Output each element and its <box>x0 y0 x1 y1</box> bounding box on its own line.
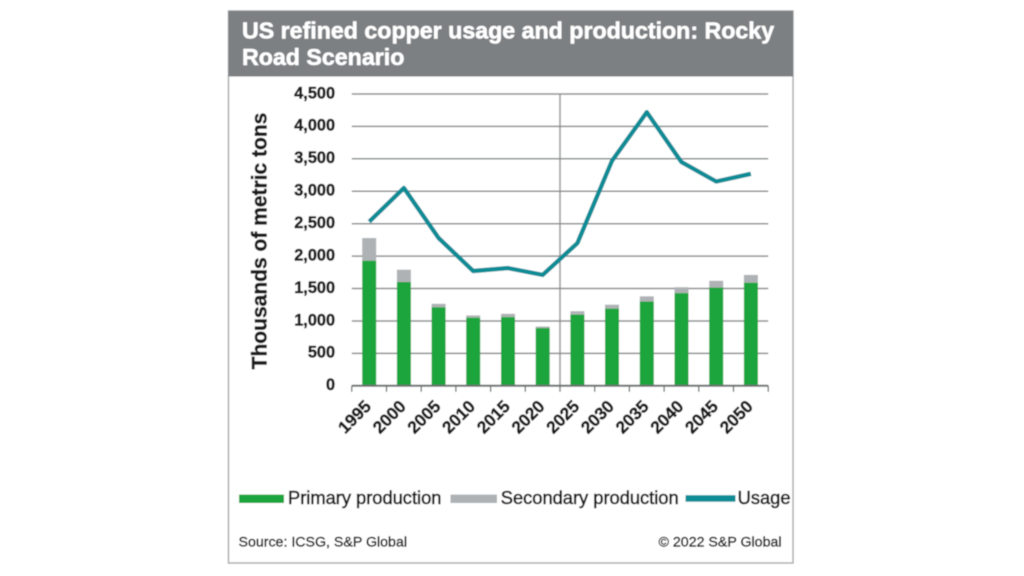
svg-text:2,000: 2,000 <box>294 246 335 264</box>
svg-text:3,000: 3,000 <box>294 182 335 200</box>
svg-text:4,000: 4,000 <box>294 117 335 135</box>
svg-text:2,500: 2,500 <box>294 214 335 232</box>
svg-text:0: 0 <box>326 376 335 394</box>
svg-text:Primary production: Primary production <box>288 487 441 508</box>
svg-text:Thousands of metric tons: Thousands of metric tons <box>248 113 271 370</box>
svg-text:1,500: 1,500 <box>294 279 335 297</box>
svg-text:Source: ICSG, S&P Global: Source: ICSG, S&P Global <box>239 535 408 551</box>
svg-text:3,500: 3,500 <box>294 149 335 167</box>
svg-text:© 2022 S&P Global: © 2022 S&P Global <box>659 535 782 551</box>
svg-text:1,000: 1,000 <box>294 311 335 329</box>
svg-text:500: 500 <box>308 344 335 362</box>
svg-text:US refined copper usage and pr: US refined copper usage and production: … <box>242 17 774 43</box>
svg-text:Road Scenario: Road Scenario <box>242 44 404 70</box>
svg-text:Secondary production: Secondary production <box>501 487 679 508</box>
svg-text:Usage: Usage <box>738 487 791 508</box>
svg-text:4,500: 4,500 <box>294 84 335 102</box>
